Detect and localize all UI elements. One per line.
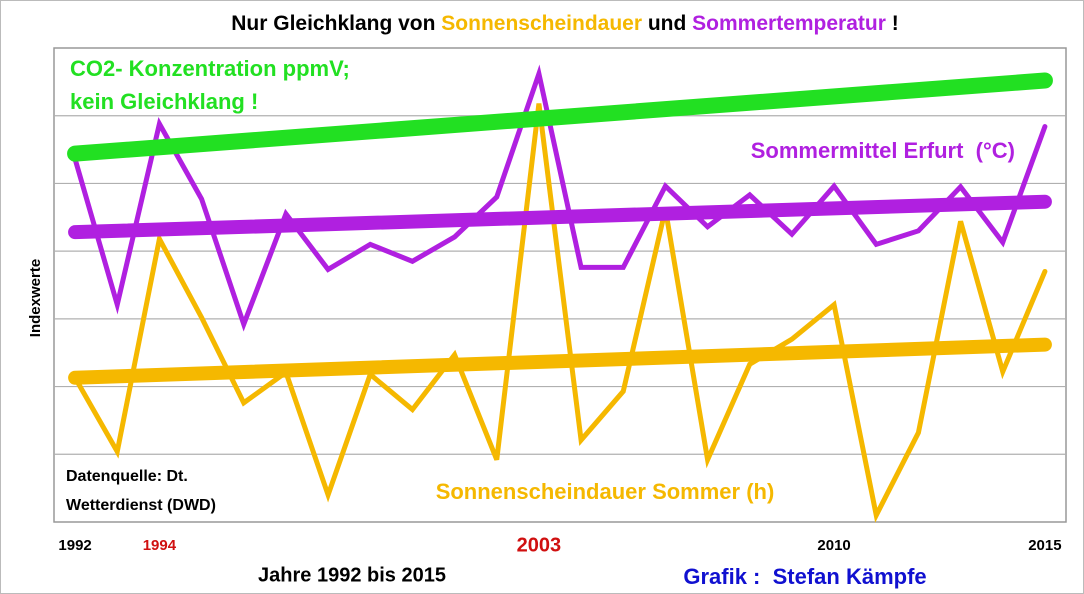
credit: Grafik : Stefan Kämpfe [683,564,926,589]
plot-frame [53,47,1067,523]
annotation: Sonnenscheindauer Sommer (h) [436,479,775,504]
trend-line [67,72,1053,162]
source: Datenquelle: Dt. [66,468,188,485]
title-part: und [642,12,692,35]
x-tick-label: 2010 [817,537,850,554]
annotation: Sommermittel Erfurt (°C) [751,138,1015,163]
trend-line [68,194,1052,240]
series-line [72,64,1048,332]
x-axis-label: Jahre 1992 bis 2015 [258,564,446,586]
x-tick-label: 2015 [1028,537,1061,554]
trend-line [68,337,1052,385]
annotation: CO2- Konzentration ppmV; [70,56,350,81]
annotation: kein Gleichklang ! [70,89,258,114]
title-part: Sommertemperatur [692,12,886,35]
x-tick-label: 1992 [58,537,91,554]
title-part: Nur Gleichklang von [231,12,441,35]
chart-title: Nur Gleichklang von Sonnenscheindauer un… [231,12,898,35]
y-axis-label: Indexwerte [27,259,44,337]
x-tick-label: 1994 [143,537,177,554]
series-line [72,103,1048,523]
title-part: Sonnenscheindauer [441,12,642,35]
title-part: ! [886,12,899,35]
x-tick-label: 2003 [517,534,562,556]
source: Wetterdienst (DWD) [66,497,216,514]
